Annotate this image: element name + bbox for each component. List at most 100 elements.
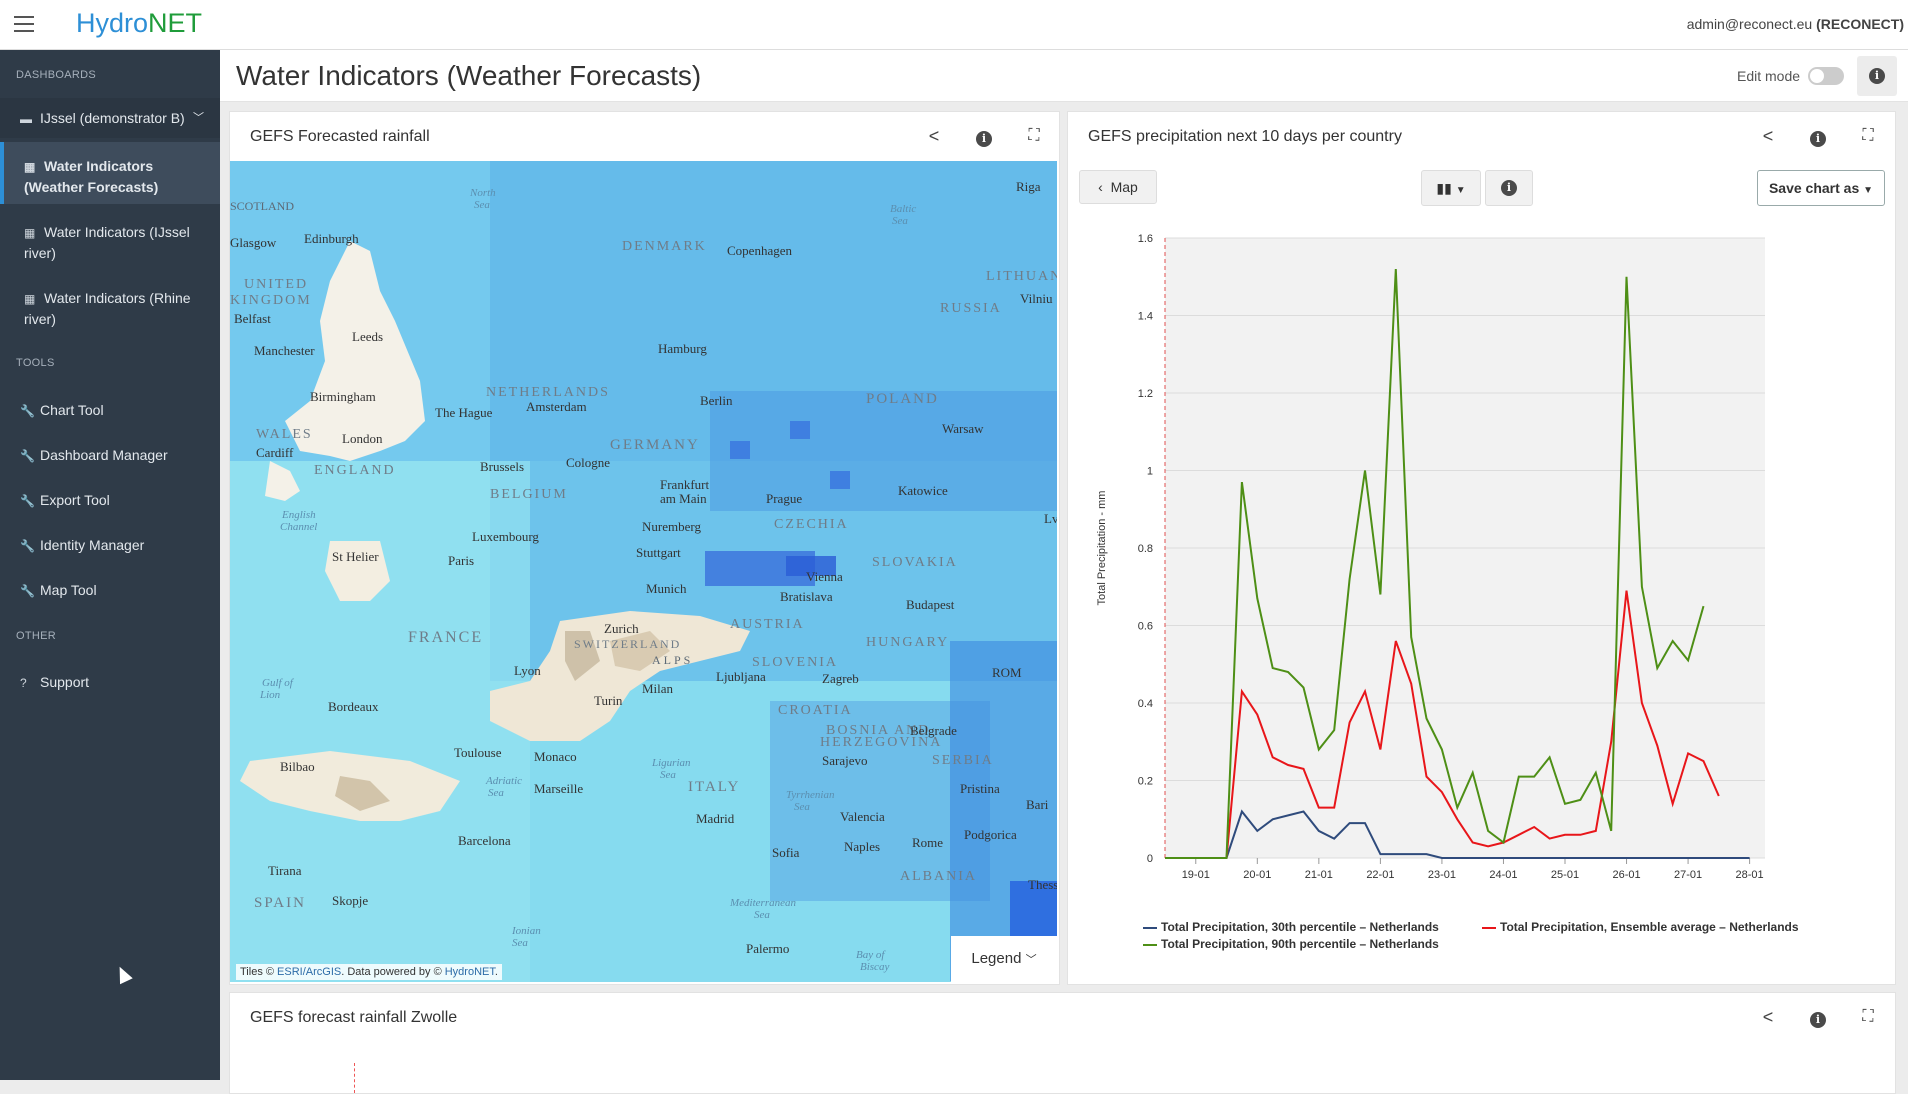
legend-item-90th[interactable]: Total Precipitation, 90th percentile – N…	[1143, 937, 1439, 951]
share-icon[interactable]: <	[1762, 126, 1774, 146]
sidebar-item-label: (Weather Forecasts)	[24, 179, 159, 195]
sidebar-item-label: river)	[24, 245, 56, 261]
sidebar-item-label: Water Indicators (IJssel	[44, 224, 190, 240]
map-label: Mediterranean	[730, 897, 796, 909]
legend-item-ensemble[interactable]: Total Precipitation, Ensemble average – …	[1482, 920, 1799, 934]
app-logo[interactable]: HydroNET	[76, 8, 203, 38]
share-icon[interactable]: <	[928, 126, 940, 146]
legend-label: Legend	[971, 950, 1022, 967]
x-tick-label: 24-01	[1489, 869, 1517, 881]
map-label: Riga	[1016, 179, 1041, 194]
sidebar-item-label: Map Tool	[40, 582, 97, 598]
map-label: ITALY	[688, 779, 741, 795]
map-label: KINGDOM	[230, 293, 312, 308]
page-info-button[interactable]: i	[1857, 56, 1897, 96]
map-label: Podgorica	[964, 827, 1017, 842]
map-label: Rome	[912, 835, 944, 850]
y-axis-label: Total Precipitation - mm	[1096, 491, 1108, 606]
info-button[interactable]: i	[972, 124, 996, 148]
map-label: Sea	[512, 937, 528, 949]
map-label: Edinburgh	[304, 231, 359, 246]
y-tick-label: 0.8	[1138, 543, 1153, 555]
map-label: SLOVENIA	[752, 655, 838, 670]
map-label: Baltic	[890, 203, 917, 215]
chart-info-button[interactable]: i	[1485, 170, 1533, 206]
map-label: Katowice	[898, 483, 948, 498]
hydronet-link[interactable]: HydroNET	[444, 966, 495, 978]
map-label: Bratislava	[780, 589, 833, 604]
sidebar-item-export-tool[interactable]: 🔧 Export Tool	[0, 480, 220, 520]
map-label: Gulf of	[262, 677, 293, 689]
fullscreen-icon[interactable]: ⛶	[1862, 1008, 1874, 1025]
fullscreen-icon[interactable]: ⛶	[1028, 127, 1040, 144]
map-label: London	[342, 431, 383, 446]
sidebar-item-map-tool[interactable]: 🔧 Map Tool	[0, 570, 220, 610]
map-label: Lion	[260, 689, 281, 701]
map-label: Ligurian	[652, 757, 691, 769]
sidebar-item-water-indicators-weather[interactable]: ▦ Water Indicators (Weather Forecasts)	[0, 142, 220, 204]
map-label: Budapest	[906, 597, 955, 612]
map-label: SLOVAKIA	[872, 555, 958, 570]
y-tick-label: 1.6	[1138, 233, 1153, 245]
map-label: BOSNIA AND	[826, 723, 931, 738]
rainfall-map[interactable]: SCOTLAND Edinburgh Glasgow UNITED KINGDO…	[230, 161, 1057, 982]
map-label: Hamburg	[658, 341, 707, 356]
sidebar-group-ijssel[interactable]: ▬ IJssel (demonstrator B) ﹀	[0, 98, 220, 138]
map-label: Ionian	[512, 925, 541, 937]
map-label: Sofia	[772, 845, 800, 860]
dashboard-icon: ▦	[24, 292, 36, 306]
map-label: The Hague	[435, 405, 493, 420]
sidebar-item-label: river)	[24, 311, 56, 327]
map-label: SERBIA	[932, 753, 994, 768]
map-label: LITHUAN	[986, 269, 1057, 284]
x-tick-label: 21-01	[1305, 869, 1333, 881]
map-label: Stuttgart	[636, 545, 681, 560]
series-line	[1165, 590, 1720, 859]
map-label: Toulouse	[454, 745, 502, 760]
map-label: Monaco	[534, 749, 577, 764]
legend-item-30th[interactable]: Total Precipitation, 30th percentile – N…	[1143, 920, 1439, 934]
info-button[interactable]: i	[1806, 1005, 1830, 1029]
map-panel-title: GEFS Forecasted rainfall	[250, 128, 430, 145]
map-label: Bordeaux	[328, 699, 379, 714]
wrench-icon: 🔧	[20, 449, 35, 463]
hamburger-menu-icon[interactable]	[14, 16, 34, 32]
edit-mode-toggle[interactable]	[1808, 67, 1844, 85]
fullscreen-icon[interactable]: ⛶	[1862, 127, 1874, 144]
x-tick-label: 25-01	[1551, 869, 1579, 881]
x-tick-label: 27-01	[1674, 869, 1702, 881]
map-label: Zagreb	[822, 671, 859, 686]
legend-label: Total Precipitation, Ensemble average – …	[1500, 920, 1799, 934]
sidebar-item-dashboard-manager[interactable]: 🔧 Dashboard Manager	[0, 435, 220, 475]
info-button[interactable]: i	[1806, 124, 1830, 148]
sidebar-item-water-indicators-ijssel[interactable]: ▦ Water Indicators (IJssel river)	[0, 208, 220, 272]
sidebar-item-chart-tool[interactable]: 🔧 Chart Tool	[0, 390, 220, 430]
info-icon: i	[1810, 131, 1826, 147]
map-label: Cardiff	[256, 445, 294, 460]
chart-type-dropdown[interactable]: ▮▮ ▼	[1421, 170, 1481, 206]
map-label: Sea	[488, 787, 504, 799]
share-icon[interactable]: <	[1762, 1007, 1774, 1027]
zwolle-panel: GEFS forecast rainfall Zwolle < i ⛶	[229, 992, 1896, 1094]
map-label: DENMARK	[622, 239, 707, 254]
sidebar-item-water-indicators-rhine[interactable]: ▦ Water Indicators (Rhine river)	[0, 274, 220, 338]
sidebar-item-support[interactable]: ? Support	[0, 662, 220, 702]
map-label: Manchester	[254, 343, 315, 358]
map-label: Sea	[892, 215, 908, 227]
map-label: Nuremberg	[642, 519, 701, 534]
sidebar-item-identity-manager[interactable]: 🔧 Identity Manager	[0, 525, 220, 565]
sidebar-item-label: Export Tool	[40, 492, 110, 508]
legend-button[interactable]: Legend ﹀	[951, 936, 1057, 982]
map-label: Sea	[794, 801, 810, 813]
user-account[interactable]: admin@reconect.eu (RECONECT)	[1686, 16, 1904, 32]
save-chart-as-button[interactable]: Save chart as ▼	[1757, 170, 1885, 206]
map-label: Belgrade	[910, 723, 957, 738]
map-label: ALPS	[652, 653, 694, 667]
esri-link[interactable]: ESRI/ArcGIS	[277, 966, 342, 978]
map-label: Marseille	[534, 781, 584, 796]
map-label: CROATIA	[778, 703, 853, 718]
map-label: Paris	[448, 553, 474, 568]
map-label: CZECHIA	[774, 517, 849, 532]
back-to-map-button[interactable]: ‹ Map	[1079, 170, 1157, 204]
section-other: OTHER	[16, 630, 56, 642]
